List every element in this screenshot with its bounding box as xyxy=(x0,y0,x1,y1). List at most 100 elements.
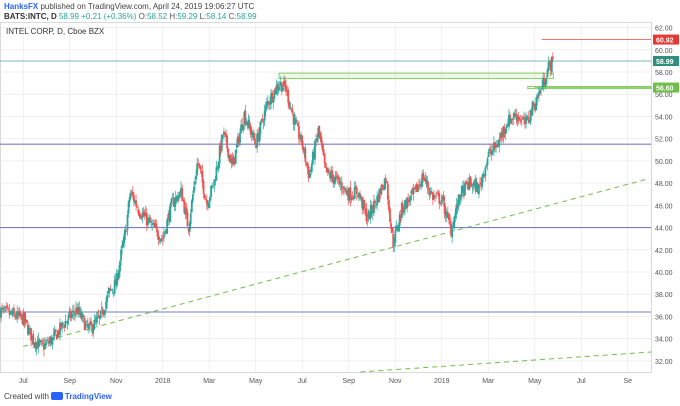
candle-body xyxy=(167,214,170,221)
candle-body xyxy=(218,145,221,164)
candle-body xyxy=(381,184,384,190)
candle-body xyxy=(528,120,531,123)
candle-body xyxy=(124,229,127,235)
candle-body xyxy=(113,280,116,294)
candle-body xyxy=(198,163,201,166)
price-badge-label: 56.60 xyxy=(656,86,674,93)
candle-body xyxy=(332,175,335,183)
candle-body xyxy=(197,163,200,165)
publish-info: HanksFX published on TradingView.com, Ap… xyxy=(4,2,254,11)
candle-body xyxy=(169,203,172,223)
candle-body xyxy=(190,200,193,213)
candle-body xyxy=(551,56,554,60)
candle-body xyxy=(176,196,179,201)
candle-body xyxy=(519,120,522,122)
candle-body xyxy=(373,201,375,213)
candle-body xyxy=(275,85,278,95)
y-tick-label: 42.00 xyxy=(655,248,673,255)
candle-body xyxy=(305,162,308,164)
candle-body xyxy=(206,204,209,207)
candle-body xyxy=(288,101,291,107)
price-chart[interactable]: 32.00 34.00 36.00 38.00 40.00 42.00 44.00 46.00… xyxy=(0,22,680,388)
candle-body xyxy=(523,117,525,120)
candle-body xyxy=(487,152,490,158)
candle-body xyxy=(171,198,174,199)
candle-body xyxy=(273,89,276,99)
author-name[interactable]: HanksFX xyxy=(4,2,39,11)
x-tick-label: Jul xyxy=(19,378,28,385)
brand-name[interactable]: TradingView xyxy=(64,392,112,401)
candle-body xyxy=(122,241,125,247)
candle-body xyxy=(173,202,176,207)
candle-body xyxy=(164,231,166,235)
candle-body xyxy=(460,186,463,198)
candle-body xyxy=(455,204,458,215)
candle-body xyxy=(392,233,395,248)
candle-body xyxy=(127,201,130,214)
candle-body xyxy=(529,109,532,123)
candle-body xyxy=(158,240,161,242)
candle-body xyxy=(255,145,257,149)
candle-body xyxy=(424,178,427,182)
candle-body xyxy=(395,226,398,231)
candle-body xyxy=(490,150,493,155)
candle-body xyxy=(450,223,452,236)
candle-body xyxy=(15,317,17,319)
candle-body xyxy=(499,137,502,139)
candle-body xyxy=(13,307,15,314)
candle-body xyxy=(279,82,282,87)
candle-body xyxy=(322,149,325,155)
candle-body xyxy=(547,62,550,71)
candle-body xyxy=(148,218,150,220)
candle-body xyxy=(133,195,135,203)
candle-body xyxy=(535,96,538,106)
candle-body xyxy=(311,151,314,164)
candle-body xyxy=(208,202,210,209)
candle-body xyxy=(536,95,539,99)
candle-body xyxy=(14,314,16,318)
candle-body xyxy=(163,234,165,238)
candle-body xyxy=(195,175,197,180)
candle-body xyxy=(2,307,5,310)
candle-body xyxy=(191,194,194,201)
candle-body xyxy=(464,182,466,195)
candle-body xyxy=(511,118,514,120)
candle-body xyxy=(326,168,329,173)
candle-body xyxy=(130,191,133,193)
candle-body xyxy=(365,208,368,222)
candle-body xyxy=(438,192,441,204)
candle-body xyxy=(317,128,320,138)
candle-body xyxy=(150,222,152,223)
candle-body xyxy=(509,114,511,124)
price-zone xyxy=(278,72,554,80)
candle-body xyxy=(234,149,237,164)
candle-body xyxy=(45,342,47,346)
candle-body xyxy=(294,119,297,122)
candle-body xyxy=(370,204,373,212)
price-badge-label: 58.99 xyxy=(656,59,674,66)
candle-body xyxy=(146,218,149,226)
candle-body xyxy=(48,341,51,344)
candle-body xyxy=(221,135,224,137)
candle-body xyxy=(371,211,374,214)
candle-body xyxy=(513,112,516,118)
y-tick-label: 32.00 xyxy=(655,359,673,366)
candle-body xyxy=(1,307,4,309)
candle-body xyxy=(49,337,52,344)
candle-body xyxy=(444,212,447,217)
candle-body xyxy=(434,195,436,197)
candle-body xyxy=(151,224,154,225)
candle-body xyxy=(29,328,31,329)
candle-body xyxy=(100,307,103,309)
x-tick-label: 2018 xyxy=(155,378,171,385)
candle-body xyxy=(84,322,87,329)
candle-body xyxy=(209,197,211,202)
candle-body xyxy=(245,122,248,125)
candle-body xyxy=(328,171,330,173)
high-value: 59.29 xyxy=(177,12,198,21)
candle-body xyxy=(109,288,112,290)
candle-body xyxy=(17,311,20,316)
candle-body xyxy=(105,301,107,309)
candle-body xyxy=(337,177,340,180)
candle-body xyxy=(226,136,229,149)
